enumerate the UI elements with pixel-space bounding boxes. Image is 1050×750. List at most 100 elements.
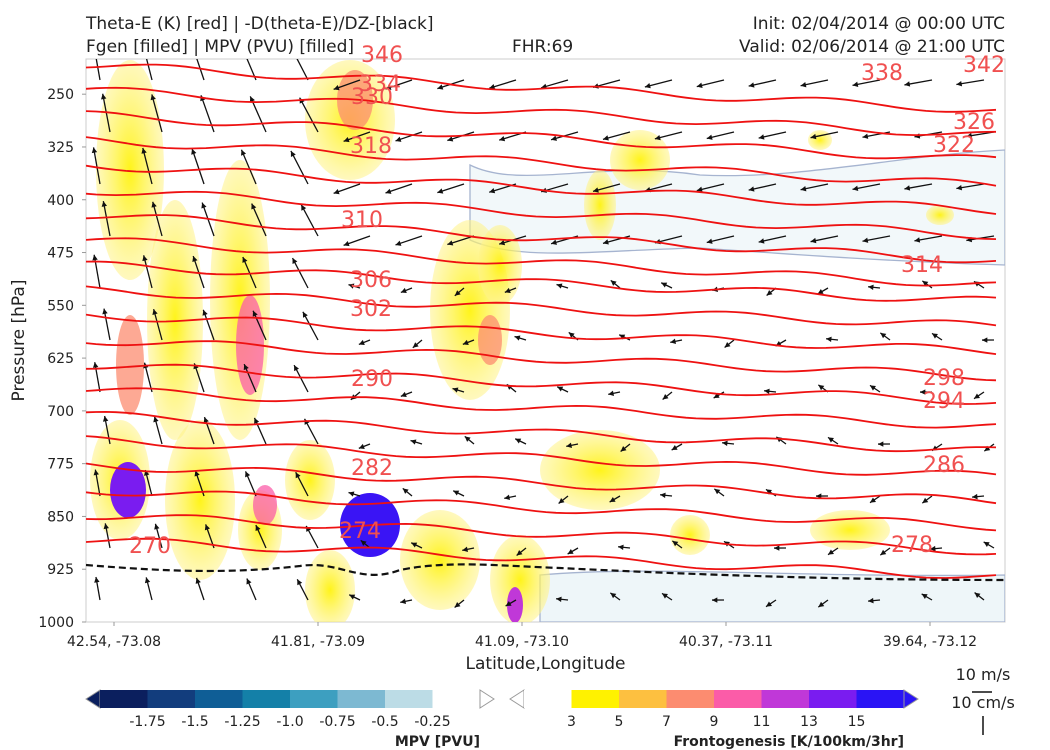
y-tick-label: 475	[47, 246, 74, 262]
title-left-line1: Theta-E (K) [red] | -D(theta-E)/DZ-[blac…	[86, 14, 434, 34]
colorbar-tick: -1.75	[129, 714, 165, 730]
x-tick-label: 41.81, -73.09	[271, 634, 365, 650]
theta-e-contour	[86, 537, 997, 579]
wind-vector-head	[818, 384, 825, 391]
wind-vector-head	[661, 593, 668, 599]
wind-vector-head	[395, 136, 402, 142]
wind-vector-head	[452, 387, 459, 393]
wind-vector-head	[249, 96, 255, 103]
wind-vector-head	[766, 601, 772, 607]
wind-vector-head	[102, 415, 109, 422]
wind-vector-head	[862, 133, 869, 139]
wind-vector-head	[670, 338, 677, 344]
wind-vector-head	[515, 438, 522, 444]
axes: 250 325 400 475 550 625 700 775 850 925 1000 42.54,…	[9, 87, 977, 674]
colorbar-tick: -1.5	[181, 714, 208, 730]
wind-vector-head	[620, 446, 627, 452]
theta-e-label: 322	[933, 133, 975, 158]
wind-vector-head	[800, 81, 807, 88]
wind-vector	[95, 59, 101, 81]
theta-e-contour	[86, 490, 997, 532]
fgen-fill	[610, 130, 670, 190]
wind-vector-head	[343, 240, 350, 247]
theta-e-label: 310	[341, 208, 383, 233]
wind-vector-head	[505, 600, 512, 607]
theta-e-contour	[86, 340, 997, 382]
wind-vector-head	[904, 81, 911, 87]
colorbars: -1.75 -1.5 -1.25 -1.0 -0.75 -0.5 -0.25 MPV [PVU…	[85, 665, 1015, 750]
wind-vector-head	[447, 136, 454, 142]
wind-vector-head	[400, 287, 407, 293]
theta-e-contour	[86, 260, 997, 302]
theta-e-label: 278	[891, 533, 933, 558]
wind-vector-head	[567, 548, 574, 555]
wind-vector-head	[870, 497, 876, 503]
wind-vector-head	[868, 597, 874, 604]
x-tick-label: 39.64, -73.12	[883, 634, 977, 650]
y-tick-label: 925	[47, 562, 74, 578]
theta-e-contour	[86, 313, 997, 355]
theta-e-label: 342	[963, 53, 1005, 78]
wind-vector-head	[852, 185, 859, 191]
wind-vector-head	[92, 362, 99, 368]
wind-vector	[299, 97, 319, 133]
colorbar-tick: 9	[710, 714, 719, 730]
wind-vector-head	[91, 147, 98, 154]
wind-vector-head	[982, 337, 988, 343]
theta-e-label: 326	[953, 110, 995, 135]
wind-vector-head	[343, 136, 350, 143]
colorbar-swatch	[524, 690, 572, 708]
colorbar-tick: -0.75	[319, 714, 355, 730]
wind-vector-head	[348, 491, 355, 497]
wind-vector-head	[464, 436, 471, 442]
wind-vector-head	[922, 280, 929, 287]
wind-vector-head	[556, 596, 562, 603]
colorbar-tick: 11	[753, 714, 771, 730]
colorbar-extend-left	[85, 689, 101, 709]
theta-e-label: 298	[923, 366, 965, 391]
wind-vector	[291, 257, 309, 289]
theta-e-contour	[86, 63, 997, 113]
wind-vector-head	[566, 442, 573, 448]
fgen-colorbar: 3 5 7 9 11 13 15 Frontogenesis [K/100km/3hr]	[509, 689, 919, 750]
wind-vector-head	[602, 135, 609, 141]
wind-vector-head	[514, 335, 521, 341]
theta-e-contour	[86, 190, 997, 240]
wind-vector-head	[504, 287, 511, 293]
colorbar-tick: 3	[567, 714, 576, 730]
colorbar-swatch	[856, 690, 904, 708]
init-time: Init: 02/04/2014 @ 00:00 UTC	[752, 14, 1005, 34]
wind-vector-head	[714, 488, 721, 495]
fgen-fill-strong	[116, 315, 144, 415]
colorbar-swatch	[195, 690, 243, 708]
wind-vector	[152, 201, 163, 237]
wind-vector-head	[880, 332, 887, 339]
x-tick-label: 42.54, -73.08	[67, 634, 161, 650]
colorbar-swatch	[432, 690, 480, 708]
x-tick-label: 40.37, -73.11	[679, 634, 773, 650]
wind-vector-head	[254, 417, 260, 424]
wind-vector-head	[671, 444, 678, 451]
colorbar-tick: -1.25	[224, 714, 260, 730]
fgen-fill	[285, 440, 335, 520]
wind-vector-head	[447, 240, 454, 246]
wind-vector-head	[551, 135, 557, 141]
wind-vector-head	[92, 254, 98, 261]
wind-vector-head	[610, 592, 617, 599]
mpv-colorbar: -1.75 -1.5 -1.25 -1.0 -0.75 -0.5 -0.25 MPV [PVU…	[85, 689, 495, 750]
colorbar-tick: 7	[662, 714, 671, 730]
wind-vector-head	[301, 204, 307, 211]
wind-vector-head	[706, 238, 713, 244]
wind-vector-head	[852, 81, 859, 87]
title-left-line2: Fgen [filled] | MPV (PVU) [filled]	[86, 37, 355, 57]
theta-e-label: 270	[129, 534, 171, 559]
wind-vector-head	[141, 147, 147, 154]
wind-vector-head	[921, 593, 928, 599]
wind-vector-head	[489, 84, 496, 90]
wind-vector-head	[252, 310, 258, 317]
wind-vector-head	[94, 577, 100, 583]
theta-e-contour	[86, 136, 997, 187]
wind-vector-head	[91, 40, 96, 46]
wind-vector-head	[828, 549, 834, 555]
wind-vector	[296, 59, 309, 81]
